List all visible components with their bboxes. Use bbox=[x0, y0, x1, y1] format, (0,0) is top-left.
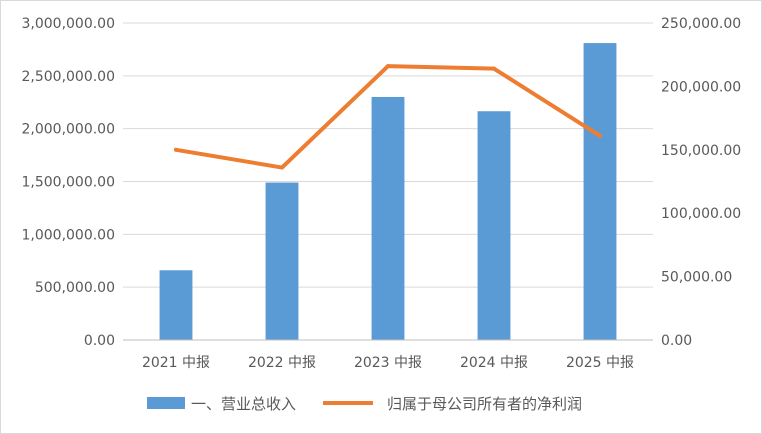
left-tick-label: 2,500,000.00 bbox=[21, 69, 115, 85]
right-tick-label: 100,000.00 bbox=[661, 206, 741, 222]
right-axis: 0.00 50,000.00 100,000.00 150,000.00 200,000… bbox=[661, 16, 741, 349]
right-tick-label: 200,000.00 bbox=[661, 79, 741, 95]
bar-5 bbox=[583, 43, 617, 341]
legend-label-bar: 一、营业总收入 bbox=[191, 395, 296, 413]
bar-3 bbox=[371, 96, 405, 340]
line-point-3 bbox=[386, 64, 390, 69]
right-tick-label: 0.00 bbox=[661, 333, 692, 349]
x-tick-label: 2021 中报 bbox=[142, 355, 210, 371]
x-tick-label: 2022 中报 bbox=[248, 355, 316, 371]
left-tick-label: 1,500,000.00 bbox=[21, 175, 115, 191]
bar-4 bbox=[477, 111, 511, 341]
legend-label-line: 归属于母公司所有者的净利润 bbox=[387, 395, 582, 413]
x-axis: 2021 中报 2022 中报 2023 中报 2024 中报 2025 中报 bbox=[123, 339, 653, 371]
legend: 一、营业总收入 归属于母公司所有者的净利润 bbox=[147, 395, 582, 413]
line-point-2 bbox=[280, 165, 284, 170]
line-point-1 bbox=[174, 147, 178, 152]
right-tick-label: 50,000.00 bbox=[661, 270, 732, 286]
left-tick-label: 1,000,000.00 bbox=[21, 227, 115, 243]
x-tick-label: 2025 中报 bbox=[566, 355, 634, 371]
left-tick-label: 3,000,000.00 bbox=[21, 16, 115, 32]
right-tick-label: 250,000.00 bbox=[661, 16, 741, 32]
line-series bbox=[174, 64, 602, 170]
left-tick-label: 0.00 bbox=[84, 333, 115, 349]
left-tick-label: 500,000.00 bbox=[35, 280, 115, 296]
bar-series bbox=[159, 43, 617, 341]
line-point-5 bbox=[598, 133, 602, 138]
left-tick-label: 2,000,000.00 bbox=[21, 122, 115, 138]
x-tick-label: 2024 中报 bbox=[460, 355, 528, 371]
left-axis: 0.00 500,000.00 1,000,000.00 1,500,000.00 2,… bbox=[21, 16, 115, 349]
x-tick-label: 2023 中报 bbox=[354, 355, 422, 371]
legend-swatch-bar bbox=[147, 397, 185, 409]
line-point-4 bbox=[492, 66, 496, 71]
right-tick-label: 150,000.00 bbox=[661, 143, 741, 159]
bar-2 bbox=[265, 182, 299, 340]
bar-1 bbox=[159, 270, 193, 340]
